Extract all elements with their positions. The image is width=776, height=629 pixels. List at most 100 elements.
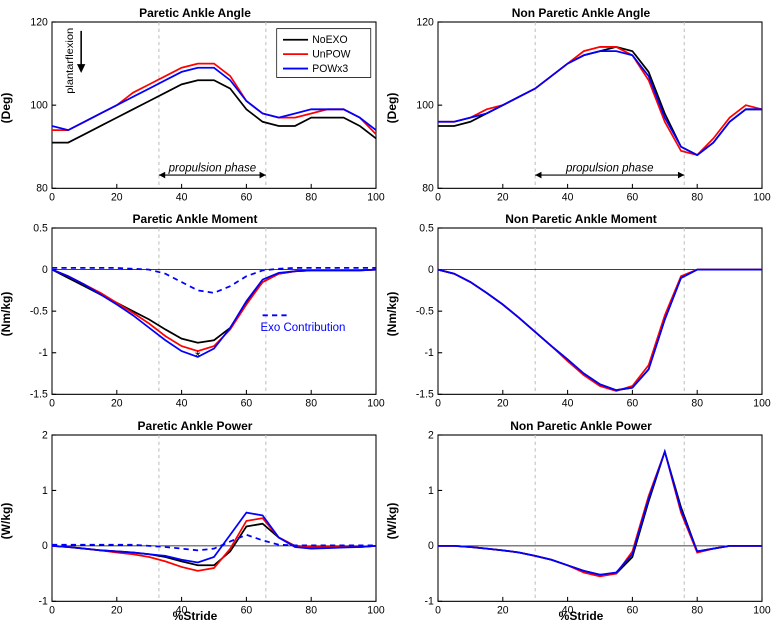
svg-text:0: 0 (49, 604, 55, 616)
svg-text:0: 0 (49, 191, 55, 203)
svg-text:20: 20 (497, 398, 509, 410)
panel-title: Non Paretic Ankle Power (394, 419, 768, 433)
svg-text:-1: -1 (39, 595, 48, 607)
svg-text:60: 60 (241, 191, 253, 203)
svg-text:100: 100 (367, 191, 384, 203)
svg-text:100: 100 (416, 99, 433, 111)
svg-text:0: 0 (428, 264, 434, 276)
y-axis-label: (Deg) (385, 93, 399, 124)
svg-text:20: 20 (111, 191, 123, 203)
svg-text:2: 2 (428, 429, 434, 441)
svg-text:2: 2 (42, 429, 48, 441)
plot-svg: 020406080100-1.5-1-0.500.5 (438, 228, 762, 394)
svg-text:40: 40 (176, 604, 188, 616)
panel-nonparetic-angle: Non Paretic Ankle Angle(Deg)020406080100… (394, 8, 768, 208)
y-axis-label: (Nm/kg) (0, 292, 13, 337)
svg-text:40: 40 (176, 191, 188, 203)
svg-text:-0.5: -0.5 (30, 306, 48, 318)
chart-grid: Paretic Ankle Angle(Deg)0204060801008010… (8, 8, 768, 621)
plot-svg: 02040608010080100120propulsion phaseplan… (52, 22, 376, 188)
series-NoEXO (52, 80, 376, 142)
svg-text:120: 120 (30, 16, 47, 28)
svg-text:20: 20 (497, 191, 509, 203)
svg-text:0: 0 (49, 398, 55, 410)
svg-text:60: 60 (627, 604, 639, 616)
panel-title: Paretic Ankle Angle (8, 6, 382, 20)
y-axis-label: (W/kg) (0, 502, 13, 539)
svg-text:20: 20 (111, 398, 123, 410)
svg-text:-1.5: -1.5 (30, 389, 48, 401)
plantarflexion-label: plantarflexion (64, 28, 76, 94)
significance-asterisk: * (195, 348, 201, 364)
series-UnPOW (438, 451, 762, 576)
panel-title: Paretic Ankle Power (8, 419, 382, 433)
svg-text:40: 40 (562, 398, 574, 410)
panel-title: Paretic Ankle Moment (8, 212, 382, 226)
x-axis-label: %Stride (8, 609, 382, 623)
svg-text:100: 100 (367, 604, 384, 616)
y-axis-label: (Deg) (0, 93, 13, 124)
svg-text:1: 1 (42, 484, 48, 496)
svg-text:1: 1 (428, 484, 434, 496)
svg-text:80: 80 (691, 398, 703, 410)
svg-text:120: 120 (416, 16, 433, 28)
svg-text:80: 80 (305, 604, 317, 616)
y-axis-label: (W/kg) (385, 502, 399, 539)
svg-text:80: 80 (305, 398, 317, 410)
panel-title: Non Paretic Ankle Moment (394, 212, 768, 226)
y-axis-label: (Nm/kg) (385, 292, 399, 337)
svg-text:40: 40 (562, 604, 574, 616)
svg-text:0: 0 (435, 604, 441, 616)
series-exo-contribution (52, 268, 376, 293)
svg-text:100: 100 (753, 604, 770, 616)
panel-title: Non Paretic Ankle Angle (394, 6, 768, 20)
x-axis-label: %Stride (394, 609, 768, 623)
svg-text:80: 80 (305, 191, 317, 203)
svg-text:80: 80 (36, 182, 48, 194)
svg-text:60: 60 (627, 191, 639, 203)
series-POWx3 (52, 270, 376, 357)
svg-text:40: 40 (176, 398, 188, 410)
panel-paretic-moment: Paretic Ankle Moment(Nm/kg)020406080100-… (8, 214, 382, 414)
svg-text:100: 100 (753, 191, 770, 203)
svg-text:0: 0 (42, 540, 48, 552)
legend-item-label: POWx3 (312, 63, 348, 75)
panel-paretic-angle: Paretic Ankle Angle(Deg)0204060801008010… (8, 8, 382, 208)
svg-text:100: 100 (30, 99, 47, 111)
svg-text:80: 80 (422, 182, 434, 194)
series-NoEXO (438, 451, 762, 574)
svg-text:0: 0 (42, 264, 48, 276)
series-UnPOW (52, 270, 376, 352)
svg-text:-1.5: -1.5 (416, 389, 434, 401)
svg-text:0.5: 0.5 (33, 222, 48, 234)
svg-text:0.5: 0.5 (419, 222, 434, 234)
svg-text:60: 60 (627, 398, 639, 410)
series-POWx3 (52, 512, 376, 562)
svg-text:80: 80 (691, 191, 703, 203)
series-UnPOW (438, 47, 762, 155)
exo-contribution-label: Exo Contribution (261, 320, 346, 334)
svg-text:20: 20 (111, 604, 123, 616)
svg-text:100: 100 (367, 398, 384, 410)
legend-item-label: NoEXO (312, 34, 347, 46)
svg-text:-0.5: -0.5 (416, 306, 434, 318)
svg-text:0: 0 (428, 540, 434, 552)
svg-text:20: 20 (497, 604, 509, 616)
plot-svg: 020406080100-1.5-1-0.500.5Exo Contributi… (52, 228, 376, 394)
panel-nonparetic-power: Non Paretic Ankle Power(W/kg)%Stride0204… (394, 421, 768, 621)
svg-text:100: 100 (753, 398, 770, 410)
panel-paretic-power: Paretic Ankle Power(W/kg)%Stride02040608… (8, 421, 382, 621)
svg-text:-1: -1 (425, 347, 434, 359)
series-POWx3 (438, 270, 762, 391)
propulsion-phase-label: propulsion phase (168, 160, 257, 174)
propulsion-phase-label: propulsion phase (565, 160, 654, 174)
panel-nonparetic-moment: Non Paretic Ankle Moment(Nm/kg)020406080… (394, 214, 768, 414)
svg-text:80: 80 (691, 604, 703, 616)
svg-text:0: 0 (435, 191, 441, 203)
svg-text:0: 0 (435, 398, 441, 410)
legend-item-label: UnPOW (312, 48, 351, 60)
plot-svg: 020406080100-1012 (438, 435, 762, 601)
svg-text:60: 60 (241, 604, 253, 616)
series-UnPOW (438, 270, 762, 391)
svg-text:-1: -1 (39, 347, 48, 359)
